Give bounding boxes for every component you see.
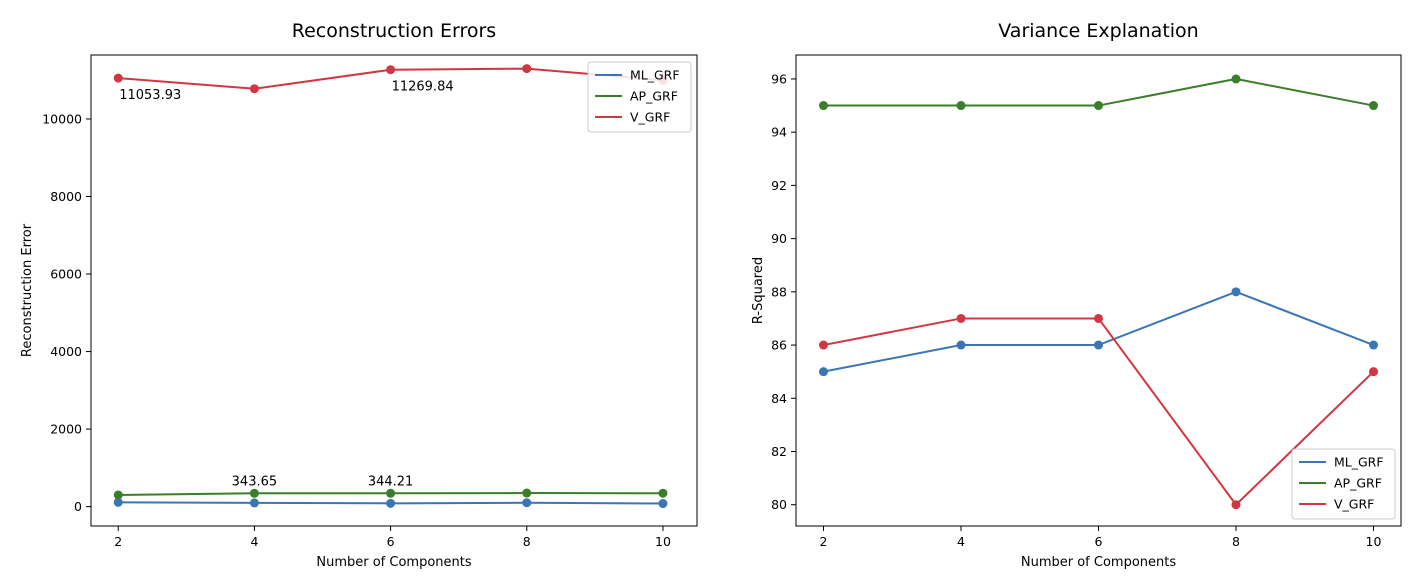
data-point: [1094, 340, 1103, 350]
data-point: [1369, 101, 1378, 111]
y-axis-label: R-Squared: [751, 257, 766, 324]
legend-label: ML_GRF: [1334, 455, 1384, 470]
data-point: [386, 488, 396, 498]
data-label: 343.65: [232, 474, 278, 489]
data-point: [386, 65, 396, 75]
x-tick-label: 10: [655, 534, 671, 549]
data-point: [1094, 101, 1103, 111]
data-point: [249, 488, 259, 498]
y-tick-label: 80: [771, 497, 787, 512]
legend-label: AP_GRF: [630, 89, 678, 104]
data-point: [386, 498, 396, 508]
legend: ML_GRF AP_GRF V_GRF: [1291, 448, 1396, 520]
data-point: [819, 340, 828, 350]
data-point: [113, 73, 123, 83]
x-axis-label: Number of Components: [1021, 555, 1176, 570]
data-label: 11269.84: [392, 80, 454, 95]
chart-title: Reconstruction Errors: [292, 20, 496, 42]
series-AP_GRF: [113, 488, 668, 500]
data-point: [1231, 74, 1241, 84]
data-point: [113, 490, 123, 500]
x-tick-label: 4: [957, 534, 965, 549]
y-tick-label: 86: [771, 338, 787, 353]
legend-label: ML_GRF: [630, 68, 680, 83]
data-point: [956, 313, 966, 323]
data-point: [819, 101, 828, 111]
x-tick-label: 6: [387, 534, 395, 549]
y-tick-label: 2000: [50, 422, 82, 437]
series-line: [823, 290, 1374, 373]
data-point: [522, 64, 532, 74]
y-tick-label: 10000: [42, 111, 82, 126]
y-axis-label: Reconstruction Error: [20, 223, 35, 357]
series-ML_GRF: [113, 497, 668, 509]
legend-label: V_GRF: [630, 110, 670, 125]
x-tick-label: 4: [250, 534, 258, 549]
y-tick-label: 82: [771, 444, 787, 459]
data-point: [113, 497, 123, 507]
y-tick-label: 4000: [50, 344, 82, 359]
data-point: [522, 498, 532, 508]
data-point: [658, 499, 668, 509]
data-label: 344.21: [368, 474, 414, 489]
y-tick-label: 84: [771, 391, 787, 406]
x-tick-label: 10: [1366, 534, 1382, 549]
legend-label: V_GRF: [1334, 497, 1374, 512]
plot-area: [90, 54, 698, 527]
y-tick-label: 6000: [50, 267, 82, 282]
data-point: [1369, 367, 1378, 377]
data-point: [658, 488, 668, 498]
chart-1: Reconstruction Errors 2 4 6 8 10 0 2000 4000 6000…: [20, 20, 698, 570]
data-point: [1231, 500, 1241, 510]
x-tick-label: 2: [820, 534, 828, 549]
legend-box: [1291, 448, 1396, 520]
data-point: [956, 340, 966, 350]
legend-label: AP_GRF: [1334, 476, 1382, 491]
data-point: [249, 498, 259, 508]
x-axis-label: Number of Components: [316, 555, 471, 570]
x-tick-label: 8: [1232, 534, 1240, 549]
data-point: [1231, 287, 1241, 297]
data-point: [249, 84, 259, 94]
data-point: [1369, 340, 1378, 350]
data-point: [1094, 313, 1103, 323]
y-tick-label: 90: [771, 231, 787, 246]
data-label: 11053.93: [119, 88, 181, 103]
legend-box: [587, 61, 692, 133]
data-point: [522, 488, 532, 498]
y-tick-label: 0: [74, 499, 82, 514]
data-point: [956, 101, 966, 111]
y-tick-label: 8000: [50, 189, 82, 204]
y-tick-label: 96: [771, 71, 787, 86]
series-ML_GRF: [819, 287, 1378, 377]
y-tick-label: 94: [771, 125, 787, 140]
y-tick-label: 88: [771, 284, 787, 299]
x-tick-label: 8: [523, 534, 531, 549]
series-V_GRF: [819, 313, 1378, 510]
data-point: [819, 367, 828, 377]
chart-2: Variance Explanation 2 4 6 8 10 80 82 84 86 88 90 92…: [751, 20, 1402, 570]
y-tick-label: 92: [771, 178, 787, 193]
chart-title: Variance Explanation: [998, 20, 1198, 42]
x-tick-label: 6: [1095, 534, 1103, 549]
legend: ML_GRF AP_GRF V_GRF: [587, 61, 692, 133]
x-tick-label: 2: [114, 534, 122, 549]
series-AP_GRF: [819, 74, 1378, 111]
